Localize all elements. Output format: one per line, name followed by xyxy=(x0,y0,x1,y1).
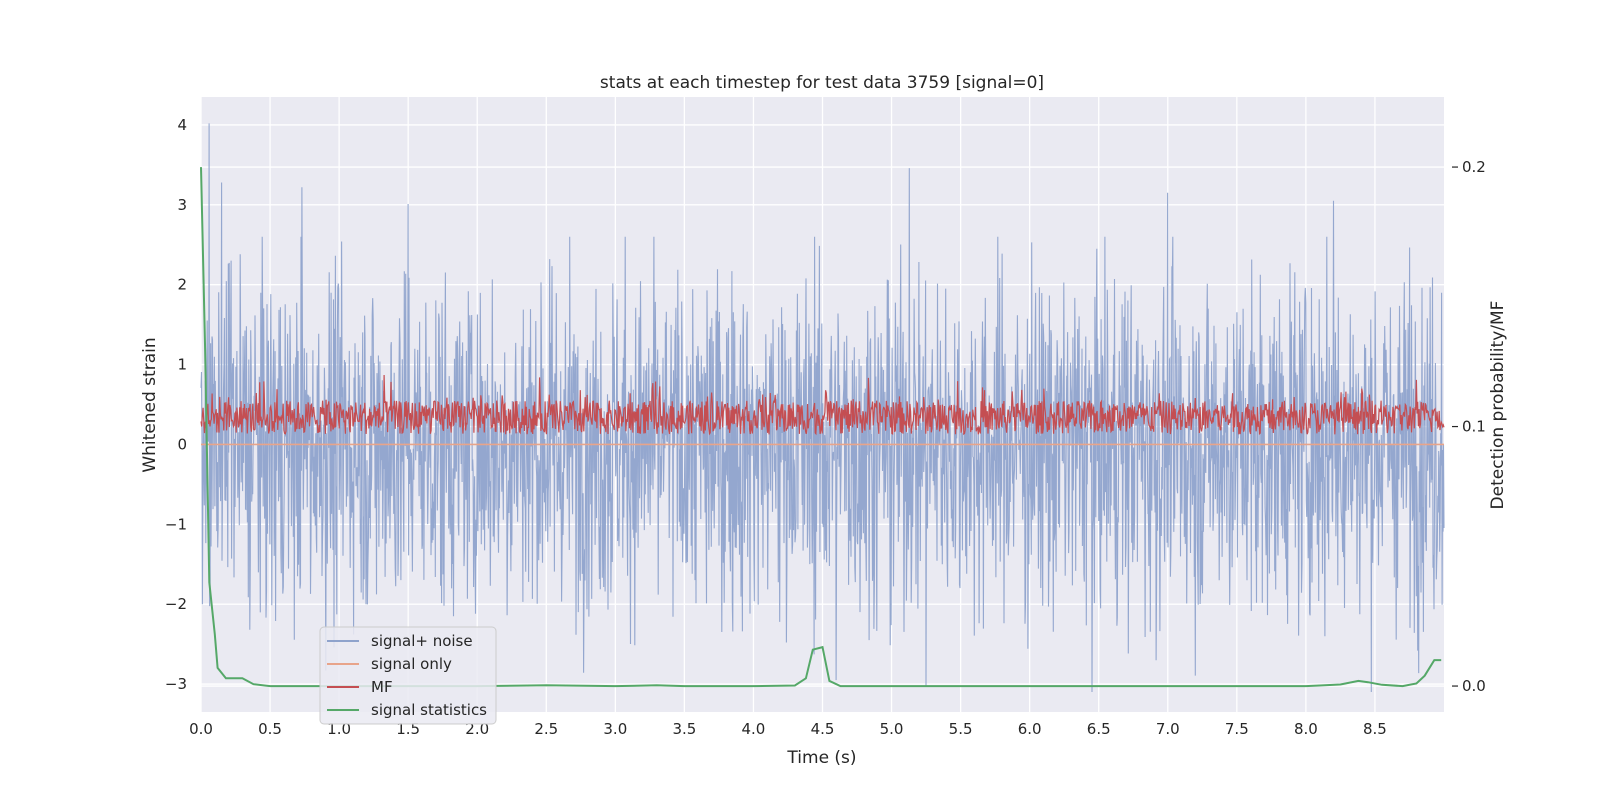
y-tick-label: 2 xyxy=(177,276,187,294)
y-tick-label: 0 xyxy=(177,435,187,453)
x-tick-label: 4.5 xyxy=(811,720,835,738)
x-tick-label: 6.5 xyxy=(1087,720,1111,738)
x-tick-label: 2.5 xyxy=(534,720,558,738)
y-tick-label: 1 xyxy=(177,356,187,374)
y2-tick-label: 0.2 xyxy=(1462,158,1486,176)
legend-label-signal-statistics: signal statistics xyxy=(371,701,487,719)
y2-tick-label: 0.0 xyxy=(1462,677,1486,695)
x-tick-label: 3.5 xyxy=(672,720,696,738)
x-tick-label: 8.0 xyxy=(1294,720,1318,738)
legend: signal+ noise signal only MF signal stat… xyxy=(319,626,497,725)
x-tick-label: 0.0 xyxy=(189,720,213,738)
x-tick-label: 7.5 xyxy=(1225,720,1249,738)
x-tick-label: 4.0 xyxy=(742,720,766,738)
y-tick-label: 3 xyxy=(177,196,187,214)
x-axis-label: Time (s) xyxy=(786,748,856,768)
x-tick-label: 5.5 xyxy=(949,720,973,738)
series-mf xyxy=(200,374,1445,436)
data-layer xyxy=(200,123,1445,693)
y-axis-label: Whitened strain xyxy=(140,337,160,472)
chart-title: stats at each timestep for test data 375… xyxy=(600,73,1044,93)
legend-frame xyxy=(319,626,497,725)
y-tick-label: −1 xyxy=(165,515,187,533)
x-tick-label: 3.0 xyxy=(603,720,627,738)
series-signal-statistics xyxy=(200,167,1442,688)
y-tick-label: −2 xyxy=(165,595,187,613)
y-tick-label: −3 xyxy=(165,675,187,693)
legend-label-signal-noise: signal+ noise xyxy=(371,632,473,650)
y2-tick-label: 0.1 xyxy=(1462,418,1486,436)
legend-label-mf: MF xyxy=(371,678,393,696)
x-tick-label: 7.0 xyxy=(1156,720,1180,738)
legend-label-signal-only: signal only xyxy=(371,655,452,673)
series-signal-noise xyxy=(200,123,1445,693)
x-tick-label: 6.0 xyxy=(1018,720,1042,738)
x-tick-label: 8.5 xyxy=(1363,720,1387,738)
right-axis-ticks: 0.0 0.1 0.2 xyxy=(1452,158,1486,695)
x-tick-label: 0.5 xyxy=(258,720,282,738)
y-axis-ticks: −3 −2 −1 0 1 2 3 4 xyxy=(165,116,187,693)
x-tick-label: 5.0 xyxy=(880,720,904,738)
y2-axis-label: Detection probability/MF xyxy=(1488,301,1508,510)
y-tick-label: 4 xyxy=(177,116,187,134)
